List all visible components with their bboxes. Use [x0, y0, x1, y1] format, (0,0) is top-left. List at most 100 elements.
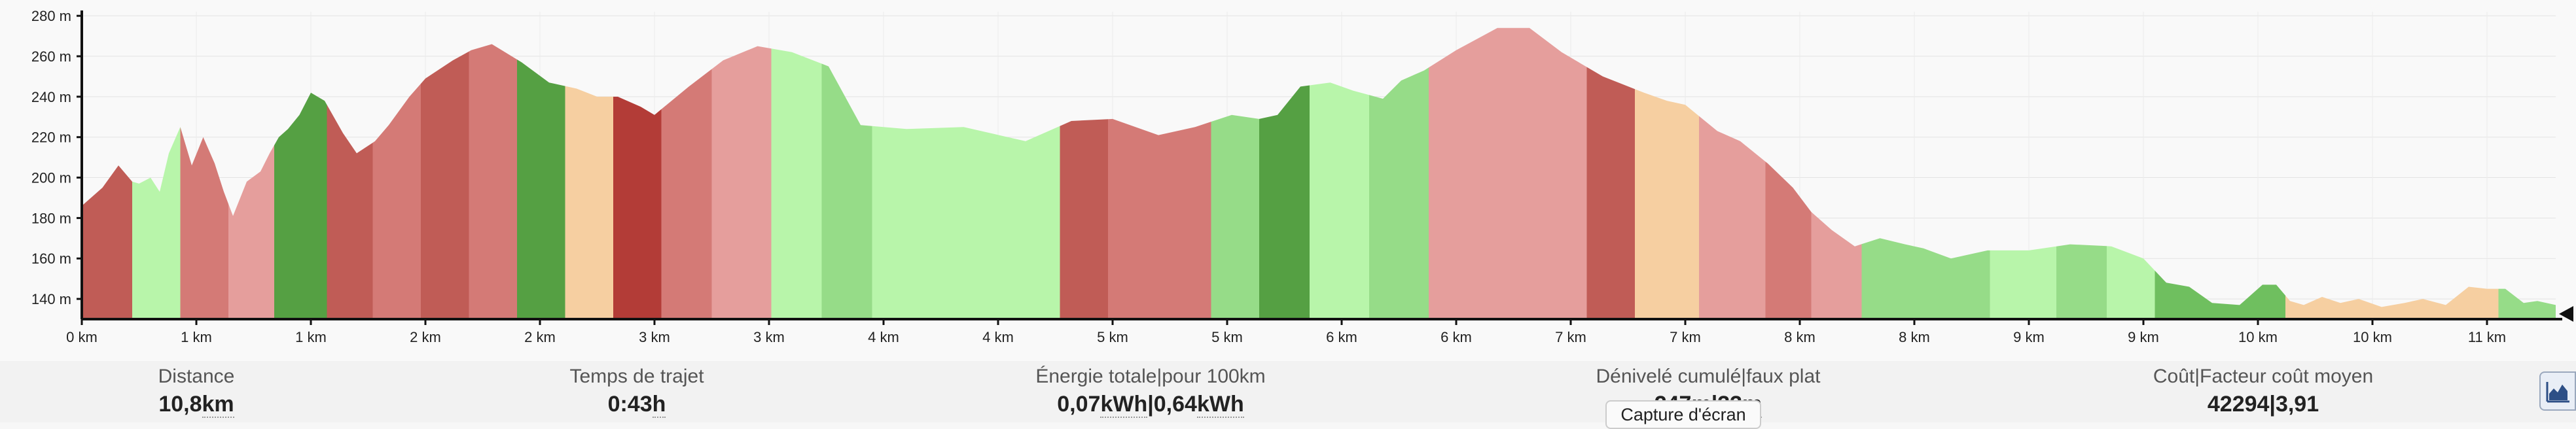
- elevation-segment: [2107, 246, 2155, 319]
- y-tick-label: 280 m: [31, 8, 71, 24]
- x-tick-label: 3 km: [639, 329, 670, 345]
- elevation-segment: [771, 48, 822, 320]
- energy-value: 0,07: [1057, 392, 1101, 417]
- distance-label: Distance: [158, 366, 235, 387]
- elevation-segment: [2498, 288, 2556, 319]
- elevation-segment: [1060, 119, 1108, 319]
- elevation-segment: [2155, 270, 2285, 319]
- x-tick-label: 2 km: [524, 329, 556, 345]
- elevation-label-sep: |: [1741, 366, 1747, 387]
- area-chart-icon: [2546, 382, 2569, 403]
- time-label: Temps de trajet: [569, 366, 704, 387]
- elevation-segment: [82, 165, 132, 319]
- elevation-segment: [1108, 118, 1211, 319]
- cost-factor-value: 3,91: [2275, 392, 2319, 417]
- energy-label-sep: |: [1156, 366, 1162, 387]
- elevation-segment: [132, 127, 181, 320]
- cost-sep: |: [2269, 392, 2276, 417]
- elevation-segment: [517, 60, 565, 319]
- cost-label: Coût: [2153, 366, 2195, 387]
- cost-value-row: 42294|3,91: [2034, 390, 2492, 419]
- x-tick-label: 10 km: [2353, 329, 2392, 345]
- cost-label-sep: |: [2194, 366, 2200, 387]
- time-value-row: 0:43h: [408, 390, 866, 419]
- time-value: 0:43: [607, 392, 653, 417]
- elevation-segment: [1811, 212, 1862, 319]
- elevation-segment: [2285, 286, 2499, 319]
- y-tick-label: 200 m: [31, 170, 71, 186]
- stats-bar: Distance 10,8km Temps de trajet 0:43h Én…: [0, 361, 2576, 422]
- elevation-segment: [565, 86, 613, 319]
- elevation-segment: [1259, 85, 1310, 319]
- time-unit: h: [652, 392, 666, 418]
- elevation-segment: [1429, 27, 1587, 319]
- x-tick-label: 9 km: [2128, 329, 2159, 345]
- energy-value-row: 0,07kWh|0,64kWh: [921, 390, 1380, 419]
- elevation-segment: [661, 69, 712, 319]
- screenshot-tooltip[interactable]: Capture d'écran: [1605, 400, 1761, 429]
- elevation-segment: [613, 96, 662, 319]
- elevation-segment: [274, 92, 327, 319]
- x-tick-label: 3 km: [753, 329, 785, 345]
- elevation-segment: [2056, 244, 2107, 319]
- elevation-segment: [469, 44, 517, 319]
- cost-value: 42294: [2207, 392, 2270, 417]
- x-tick-label: 1 km: [295, 329, 327, 345]
- x-tick-label: 5 km: [1211, 329, 1243, 345]
- energy-sep: |: [1147, 392, 1154, 417]
- energy-per100-value: 0,64: [1153, 392, 1197, 417]
- energy-label-row: Énergie totale|pour 100km: [921, 364, 1380, 390]
- elevation-segment: [1369, 67, 1429, 320]
- x-axis-end-marker: [2559, 306, 2573, 322]
- elevation-segment: [1990, 246, 2056, 319]
- x-tick-label: 2 km: [410, 329, 441, 345]
- energy-unit: kWh: [1100, 392, 1148, 418]
- elevation-segment: [180, 127, 228, 320]
- energy-per100-unit: kWh: [1196, 392, 1244, 418]
- elevation-segment: [1861, 238, 1990, 319]
- distance-value: 10,8: [158, 392, 202, 417]
- y-tick-label: 140 m: [31, 291, 71, 307]
- x-tick-label: 10 km: [2238, 329, 2278, 345]
- elevation-segment: [228, 145, 274, 319]
- energy-label: Énergie totale: [1035, 366, 1157, 387]
- x-tick-label: 7 km: [1670, 329, 1701, 345]
- stat-cost: Coût|Facteur coût moyen 42294|3,91: [2034, 361, 2492, 419]
- elevation-segment: [1211, 114, 1259, 319]
- x-tick-label: 5 km: [1097, 329, 1128, 345]
- x-tick-label: 7 km: [1555, 329, 1586, 345]
- elevation-segment: [1586, 67, 1635, 319]
- elevation-segment: [711, 46, 772, 319]
- x-tick-label: 4 km: [982, 329, 1014, 345]
- distance-unit: km: [202, 392, 234, 418]
- elevation-label-row: Dénivelé cumulé|faux plat: [1479, 364, 1937, 390]
- x-tick-label: 8 km: [1899, 329, 1930, 345]
- elevation-segment: [327, 105, 373, 319]
- elevation-chart[interactable]: 140 m 160 m 180 m 200 m 220 m 240 m 260 m 280 m…: [0, 0, 2576, 361]
- elevation-segment: [1765, 162, 1812, 319]
- elevation-segment: [372, 84, 421, 319]
- x-tick-label: 9 km: [2013, 329, 2045, 345]
- x-tick-label: 4 km: [868, 329, 899, 345]
- x-tick-label: 6 km: [1440, 329, 1472, 345]
- stat-distance: Distance 10,8km: [0, 361, 425, 419]
- x-tick-label: 11 km: [2468, 329, 2506, 345]
- elevation-segment: [421, 51, 469, 319]
- elevation-segment: [821, 63, 872, 320]
- x-tick-label: 6 km: [1326, 329, 1357, 345]
- elevation-segment: [872, 126, 1060, 319]
- elevation-chart-svg: 140 m 160 m 180 m 200 m 220 m 240 m 260 m 280 m…: [31, 8, 2573, 345]
- y-tick-label: 260 m: [31, 48, 71, 65]
- x-tick-label: 1 km: [181, 329, 212, 345]
- chart-toggle-button[interactable]: [2539, 371, 2576, 411]
- y-tick-label: 240 m: [31, 89, 71, 105]
- y-tick-label: 160 m: [31, 250, 71, 267]
- distance-value-row: 10,8km: [0, 390, 425, 419]
- elevation-segment: [1699, 116, 1766, 319]
- stat-time: Temps de trajet 0:43h: [408, 361, 866, 419]
- energy-label2: pour 100km: [1162, 366, 1266, 387]
- y-tick-label: 180 m: [31, 210, 71, 226]
- y-tick-label: 220 m: [31, 129, 71, 146]
- cost-label2: Facteur coût moyen: [2200, 366, 2374, 387]
- x-tick-label: 0 km: [66, 329, 98, 345]
